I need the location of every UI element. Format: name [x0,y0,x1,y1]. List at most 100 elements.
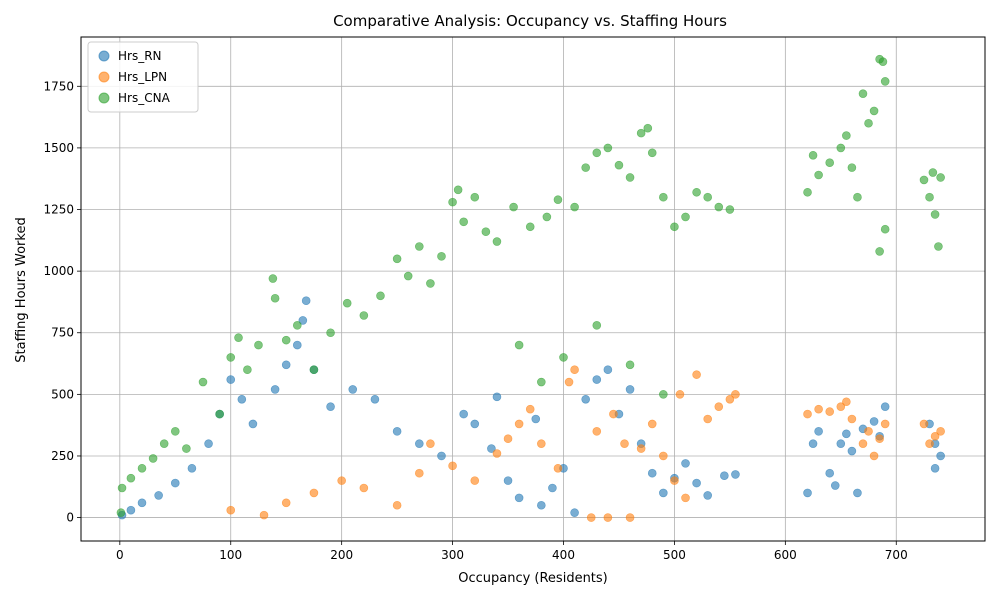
data-point [492,392,502,402]
data-point [137,498,147,508]
data-point [928,168,938,177]
data-point [836,439,846,448]
data-point [437,252,446,261]
y-axis-label: Staffing Hours Worked [14,217,29,362]
data-point [936,451,945,461]
data-point [603,143,613,153]
data-point [714,402,724,411]
data-point [803,187,812,197]
data-point [470,192,480,202]
data-point [803,488,812,498]
data-point [592,427,602,436]
data-point [825,407,835,416]
data-point [570,508,579,517]
data-point [281,498,291,508]
data-point [625,360,635,370]
data-point [359,483,369,493]
data-point [670,476,679,485]
data-point [514,340,524,350]
data-point [370,394,380,404]
data-point [620,439,629,448]
y-tick-label: 1500 [43,141,74,155]
data-point [537,500,546,510]
data-point [847,446,857,456]
data-point [703,491,713,500]
data-point [814,170,823,180]
data-point [614,160,624,170]
data-point [359,311,369,320]
data-point [187,463,197,473]
data-point [259,510,269,520]
data-point [470,476,480,485]
data-point [925,439,934,448]
data-point [936,173,945,182]
data-point [237,394,247,404]
data-point [853,192,862,202]
data-point [525,404,535,414]
data-point [481,227,491,236]
y-tick-label: 500 [51,387,74,401]
data-point [803,409,812,419]
data-point [159,439,169,448]
series-hrs-lpn [226,365,945,522]
data-point [126,473,136,483]
data-point [869,451,879,461]
x-tick-label: 300 [441,548,464,562]
x-tick-label: 100 [219,548,242,562]
data-point [858,89,868,98]
data-point [592,375,602,384]
y-axis: 0 250 500 750 1000 1250 1500 1750 [43,79,81,525]
data-point [226,375,236,384]
x-tick-label: 400 [552,548,575,562]
data-point [426,439,435,448]
data-point [681,459,690,468]
data-point [880,419,890,429]
y-tick-label: 250 [51,449,74,463]
data-point [930,210,940,219]
data-point [281,335,291,345]
data-point [248,419,258,429]
data-point [559,353,568,362]
legend-box [87,41,199,113]
data-point [415,468,424,478]
data-point [636,444,646,453]
legend-marker [98,92,110,104]
data-point [731,390,740,399]
data-point [301,296,311,306]
data-point [659,192,668,202]
data-point [836,143,846,153]
data-point [603,365,613,375]
data-point [814,427,823,436]
data-point [869,417,879,426]
data-point [875,247,884,256]
data-point [625,173,635,182]
y-tick-label: 750 [51,326,74,340]
data-point [847,163,857,172]
x-tick-label: 200 [330,548,353,562]
points-layer [116,54,945,522]
data-point [880,402,890,411]
data-point [426,279,435,288]
data-point [625,513,635,522]
data-point [537,377,546,387]
data-point [170,478,180,488]
data-point [703,414,713,424]
data-point [858,439,868,448]
data-point [814,404,823,414]
data-point [869,106,879,116]
data-point [392,427,402,436]
data-point [492,449,502,458]
data-point [636,128,646,138]
data-point [603,513,613,522]
data-point [681,212,690,222]
data-point [503,434,513,444]
data-point [154,491,163,500]
data-point [415,242,424,251]
data-point [825,468,835,478]
x-tick-label: 0 [116,548,124,562]
data-point [643,123,653,133]
data-point [675,390,685,399]
data-point [842,429,851,439]
data-point [878,57,888,66]
